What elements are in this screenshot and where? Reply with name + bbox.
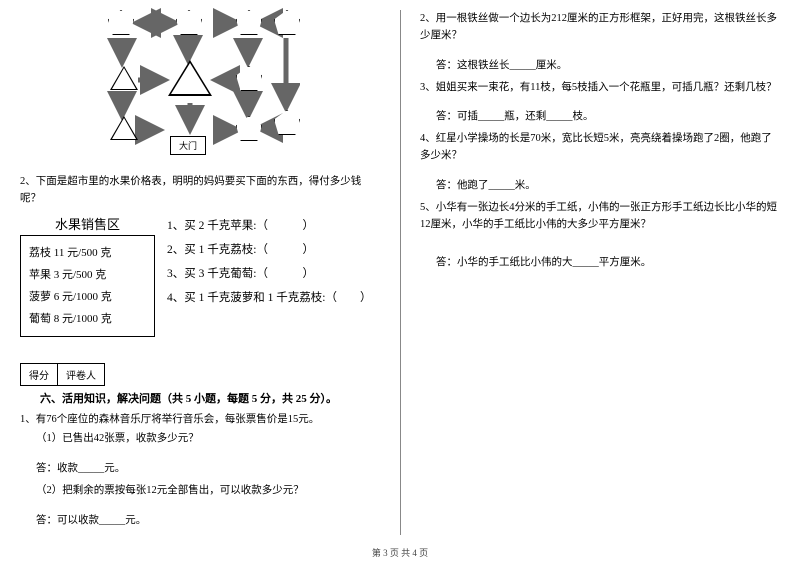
problem-1-1: （1）已售出42张票，收款多少元？ [20, 431, 380, 448]
answer-1-1: 答：收款_____元。 [36, 460, 380, 475]
problem-5: 5、小华有一张边长4分米的手工纸，小伟的一张正方形手工纸边长比小华的短12厘米，… [420, 200, 780, 234]
score-box: 得分 评卷人 [20, 363, 105, 386]
score-label: 得分 [21, 364, 58, 385]
answer-3: 答：可插_____瓶，还剩_____枝。 [436, 108, 780, 123]
buy-item: 4、买 1 千克菠萝和 1 千克荔枝:（ ） [167, 286, 371, 310]
buy-item: 2、买 1 千克荔枝:（ ） [167, 238, 371, 262]
price-title: 水果销售区 [20, 214, 155, 233]
answer-1-2: 答：可以收款_____元。 [36, 512, 380, 527]
price-table: 荔枝 11 元/500 克 苹果 3 元/500 克 菠萝 6 元/1000 克… [20, 235, 155, 337]
answer-5: 答：小华的手工纸比小伟的大_____平方厘米。 [436, 254, 780, 269]
door-label: 大门 [170, 136, 206, 155]
problem-3: 3、姐姐买来一束花，有11枝，每5枝插入一个花瓶里，可插几瓶？还剩几枝？ [420, 80, 780, 97]
price-row: 菠萝 6 元/1000 克 [29, 286, 146, 308]
triangle-large-icon [168, 60, 212, 96]
price-row: 苹果 3 元/500 克 [29, 264, 146, 286]
triangle-icon [110, 116, 138, 140]
problem-1-2: （2）把剩余的票按每张12元全部售出，可以收款多少元？ [20, 483, 380, 500]
buy-item: 3、买 3 千克葡萄:（ ） [167, 262, 371, 286]
answer-2: 答：这根铁丝长_____厘米。 [436, 57, 780, 72]
problem-2: 2、用一根铁丝做一个边长为212厘米的正方形框架，正好用完，这根铁丝长多少厘米？ [420, 11, 780, 45]
problem-1: 1、有76个座位的森林音乐厅将举行音乐会，每张票售价是15元。 [20, 412, 380, 429]
section-6-title: 六、活用知识，解决问题（共 5 小题，每题 5 分，共 25 分）。 [40, 390, 380, 406]
price-row: 葡萄 8 元/1000 克 [29, 308, 146, 330]
price-section: 水果销售区 荔枝 11 元/500 克 苹果 3 元/500 克 菠萝 6 元/… [20, 214, 380, 337]
price-table-wrap: 水果销售区 荔枝 11 元/500 克 苹果 3 元/500 克 菠萝 6 元/… [20, 214, 155, 337]
price-row: 荔枝 11 元/500 克 [29, 242, 146, 264]
buy-item: 1、买 2 千克苹果:（ ） [167, 214, 371, 238]
page-footer: 第 3 页 共 4 页 [0, 546, 800, 559]
buy-list: 1、买 2 千克苹果:（ ） 2、买 1 千克荔枝:（ ） 3、买 3 千克葡萄… [155, 214, 371, 337]
problem-4: 4、红星小学操场的长是70米，宽比长短5米，亮亮绕着操场跑了2圈，他跑了多少米？ [420, 131, 780, 165]
left-column: 大门 2、下面是超市里的水果价格表，明明的妈妈要买下面的东西，得付多少钱呢？ 水… [0, 0, 400, 540]
grader-label: 评卷人 [58, 364, 104, 385]
triangle-icon [110, 66, 138, 90]
flow-diagram: 大门 [100, 8, 300, 168]
answer-4: 答：他跑了_____米。 [436, 177, 780, 192]
q2-intro: 2、下面是超市里的水果价格表，明明的妈妈要买下面的东西，得付多少钱呢？ [20, 174, 380, 208]
right-column: 2、用一根铁丝做一个边长为212厘米的正方形框架，正好用完，这根铁丝长多少厘米？… [400, 0, 800, 540]
page: 大门 2、下面是超市里的水果价格表，明明的妈妈要买下面的东西，得付多少钱呢？ 水… [0, 0, 800, 540]
